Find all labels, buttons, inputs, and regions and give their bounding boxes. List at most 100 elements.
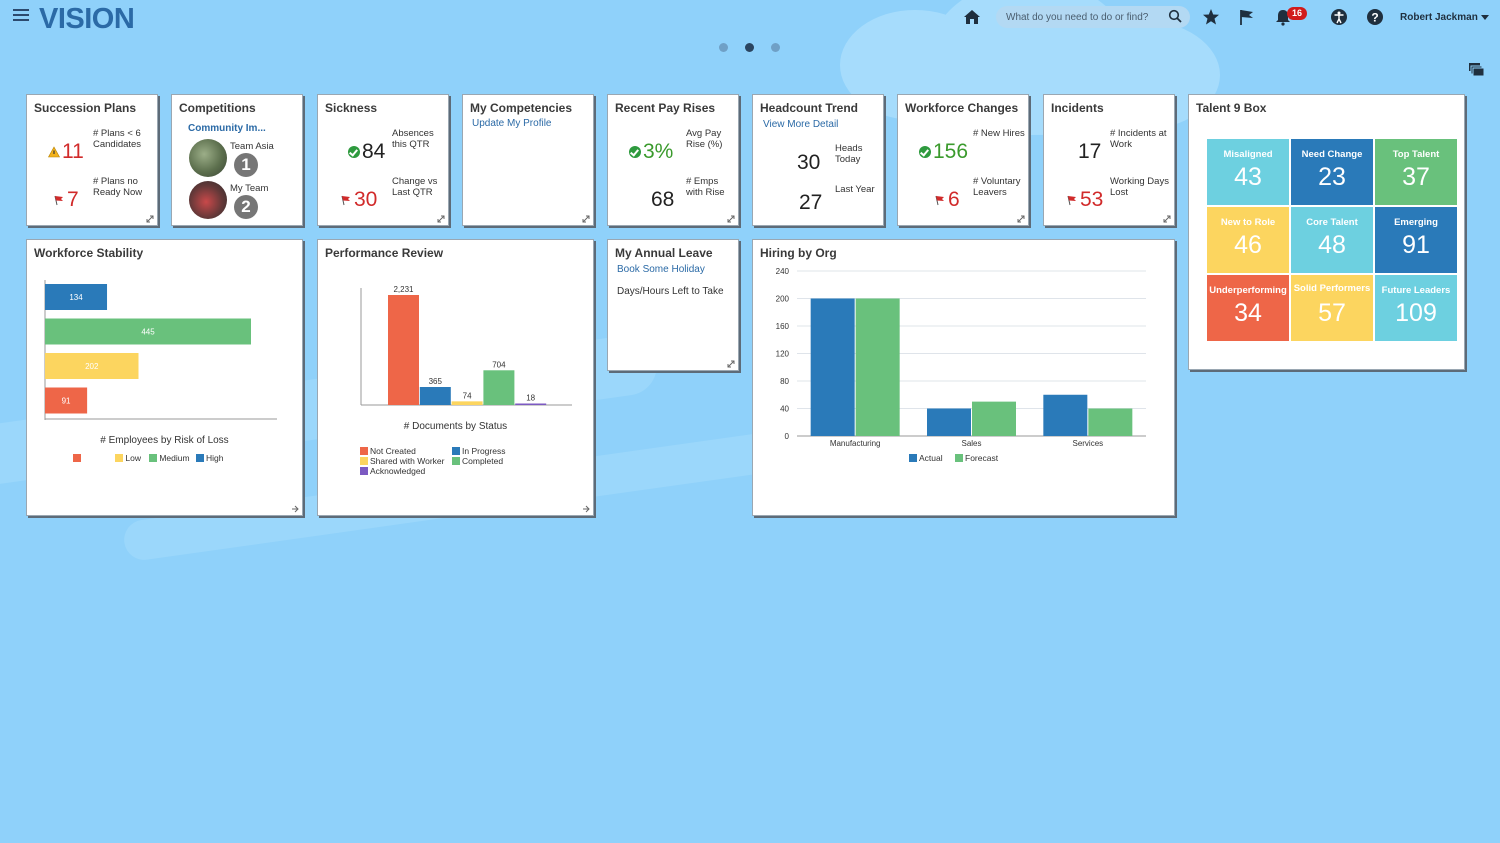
help-icon[interactable]: ? — [1366, 8, 1384, 26]
absences-label: Absences this QTR — [392, 128, 434, 150]
expand-icon[interactable] — [437, 215, 445, 223]
legend-item: Low — [115, 453, 141, 463]
tile-title: Sickness — [325, 101, 378, 115]
workforce-changes-tile[interactable]: Workforce Changes 156 # New Hires 6 # Vo… — [897, 94, 1029, 226]
bar — [972, 401, 1016, 436]
talent-cell[interactable]: Need Change 23 — [1291, 139, 1373, 205]
new-hires-value: 156 — [919, 140, 969, 164]
team-asia-avatar[interactable] — [189, 139, 227, 177]
app-logo[interactable]: VISION — [39, 3, 135, 35]
view-more-detail-link[interactable]: View More Detail — [763, 119, 839, 130]
incidents-at-work-label: # Incidents at Work — [1110, 128, 1167, 150]
talent-cell-value: 37 — [1402, 163, 1430, 191]
page-dot-3[interactable] — [771, 43, 780, 52]
heads-today-label: Heads Today — [835, 143, 863, 165]
legend-item: Actual — [909, 453, 943, 463]
page-dot-1[interactable] — [719, 43, 728, 52]
sickness-tile[interactable]: Sickness 84 Absences this QTR 30 Change … — [317, 94, 449, 226]
flag-icon[interactable] — [1238, 8, 1256, 26]
team-asia-rank: 1 — [234, 153, 258, 177]
my-annual-leave-tile[interactable]: My Annual Leave Book Some Holiday Days/H… — [607, 239, 739, 371]
favorites-star-icon[interactable] — [1202, 8, 1220, 26]
search-bar — [996, 6, 1190, 28]
talent-cell-label: Underperforming — [1209, 285, 1287, 296]
my-team-avatar[interactable] — [189, 181, 227, 219]
y-tick-label: 120 — [776, 350, 790, 359]
voluntary-leavers-label: # Voluntary Leavers — [973, 176, 1021, 198]
voluntary-leavers-value: 6 — [934, 188, 960, 212]
change-vs-last-label: Change vs Last QTR — [392, 176, 438, 198]
talent-cell-value: 57 — [1318, 299, 1346, 327]
workforce-stability-tile[interactable]: Workforce Stability 134 445 202 91 # Employ… — [26, 239, 303, 516]
bar — [927, 408, 971, 436]
talent-cell[interactable]: Underperforming 34 — [1207, 275, 1289, 341]
expand-icon[interactable] — [1163, 215, 1171, 223]
user-menu[interactable]: Robert Jackman — [1400, 12, 1489, 23]
talent-cell[interactable]: Future Leaders 109 — [1375, 275, 1457, 341]
book-holiday-link[interactable]: Book Some Holiday — [617, 264, 705, 275]
community-link[interactable]: Community Im... — [188, 123, 266, 134]
performance-legend: Not Created In Progress Shared with Worke… — [360, 446, 560, 476]
plans-under-candidates-value: 11 — [48, 140, 84, 164]
succession-plans-tile[interactable]: Succession Plans 11 # Plans < 6 Candidat… — [26, 94, 158, 226]
tile-title: Performance Review — [325, 246, 444, 260]
search-input[interactable] — [996, 6, 1161, 28]
expand-icon[interactable] — [1017, 215, 1025, 223]
talent-cell[interactable]: Solid Performers 57 — [1291, 275, 1373, 341]
hiring-by-org-tile[interactable]: Hiring by Org 0 40 80 120 160 200 240 Manufactu… — [752, 239, 1175, 516]
y-tick-label: 160 — [776, 322, 790, 331]
home-icon[interactable] — [963, 9, 981, 25]
stability-axis-label: # Employees by Risk of Loss — [100, 435, 229, 446]
talent-cell-label: Core Talent — [1306, 217, 1358, 228]
menu-icon[interactable] — [13, 9, 29, 22]
user-name: Robert Jackman — [1400, 12, 1478, 23]
tile-title: Competitions — [179, 101, 256, 115]
competitions-tile[interactable]: Competitions Community Im... Team Asia 1… — [171, 94, 303, 226]
talent-cell-label: Solid Performers — [1293, 283, 1371, 294]
expand-icon[interactable] — [291, 505, 299, 513]
days-left-label: Days/Hours Left to Take — [617, 286, 724, 297]
talent-cell[interactable]: New to Role 46 — [1207, 207, 1289, 273]
y-tick-label: 80 — [780, 377, 789, 386]
change-vs-last-value: 30 — [340, 188, 377, 212]
talent-9-box-tile[interactable]: Talent 9 Box Misaligned 43 Need Change 23 To… — [1188, 94, 1465, 370]
recent-pay-rises-tile[interactable]: Recent Pay Rises 3% Avg Pay Rise (%) 68 … — [607, 94, 739, 226]
layout-cards-icon[interactable] — [1468, 62, 1485, 77]
new-hires-label: # New Hires — [973, 128, 1025, 139]
red-flag-icon — [1067, 196, 1076, 206]
page-dot-2[interactable] — [745, 43, 754, 52]
search-icon[interactable] — [1168, 9, 1182, 23]
my-competencies-tile[interactable]: My Competencies Update My Profile — [462, 94, 594, 226]
performance-review-chart: 2,231 365 74 704 18 — [360, 285, 572, 406]
bar-value-label: 202 — [85, 362, 99, 371]
expand-icon[interactable] — [727, 215, 735, 223]
expand-icon[interactable] — [146, 215, 154, 223]
accessibility-icon[interactable] — [1330, 8, 1348, 26]
working-days-lost-label: Working Days Lost — [1110, 176, 1169, 198]
avg-pay-rise-label: Avg Pay Rise (%) — [686, 128, 723, 150]
expand-icon[interactable] — [582, 215, 590, 223]
talent-cell[interactable]: Core Talent 48 — [1291, 207, 1373, 273]
talent-cell[interactable]: Misaligned 43 — [1207, 139, 1289, 205]
bar-value-label: 74 — [463, 391, 472, 400]
red-flag-icon — [54, 196, 63, 206]
talent-cell[interactable]: Emerging 91 — [1375, 207, 1457, 273]
incidents-tile[interactable]: Incidents 17 # Incidents at Work 53 Work… — [1043, 94, 1175, 226]
headcount-trend-tile[interactable]: Headcount Trend View More Detail 30 Head… — [752, 94, 884, 226]
expand-icon[interactable] — [582, 505, 590, 513]
bar — [1088, 408, 1133, 436]
update-profile-link[interactable]: Update My Profile — [472, 118, 552, 129]
notifications-bell-icon[interactable] — [1274, 8, 1292, 26]
performance-review-tile[interactable]: Performance Review 2,231 365 74 704 18 # Doc… — [317, 239, 594, 516]
talent-cell[interactable]: Top Talent 37 — [1375, 139, 1457, 205]
heads-today-value: 30 — [797, 151, 821, 174]
working-days-lost-value: 53 — [1066, 188, 1103, 212]
x-tick-label: Sales — [961, 439, 981, 448]
bar-value-label: 704 — [492, 360, 506, 369]
expand-icon[interactable] — [727, 360, 735, 368]
notification-count-badge[interactable]: 16 — [1287, 7, 1308, 20]
legend-item: Forecast — [955, 453, 998, 463]
my-team-rank: 2 — [234, 195, 258, 219]
tile-title: My Annual Leave — [615, 246, 713, 260]
bar — [810, 298, 855, 436]
